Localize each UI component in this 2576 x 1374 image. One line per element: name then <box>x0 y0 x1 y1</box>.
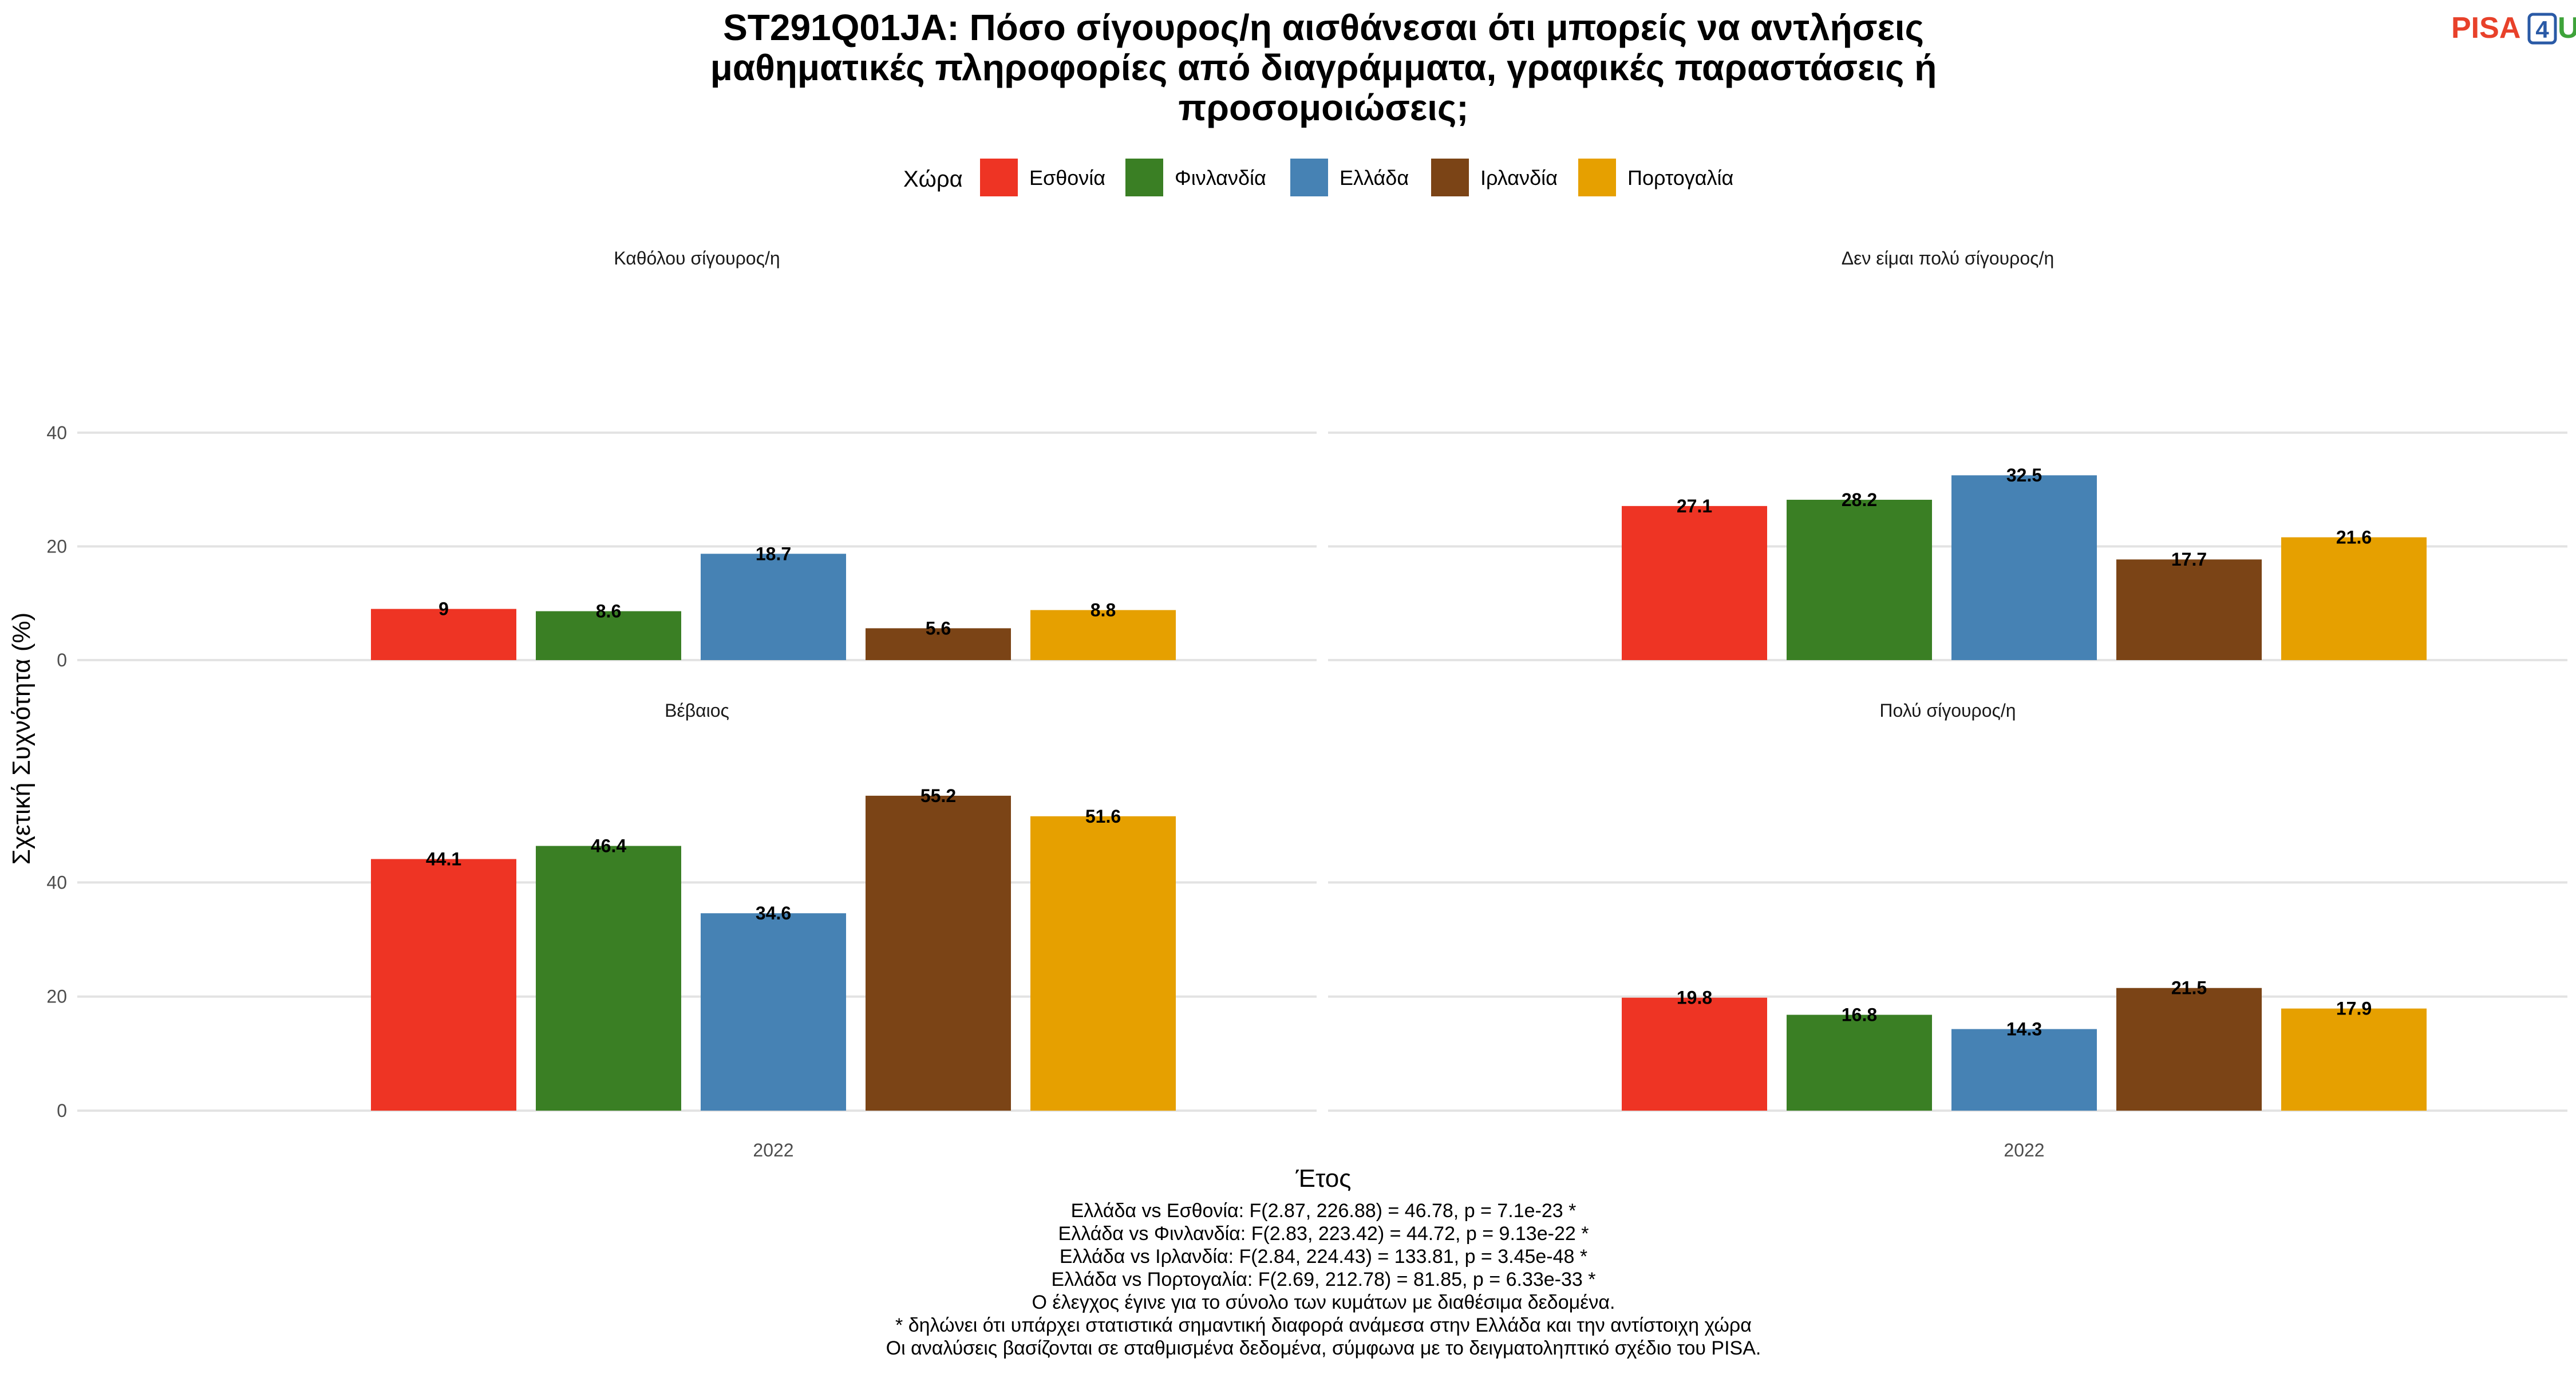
bar-3-1 <box>1787 1014 1932 1111</box>
bar-2-3 <box>866 795 1011 1111</box>
bar-label-0-4: 8.8 <box>1091 600 1116 621</box>
bar-1-0 <box>1622 506 1767 660</box>
bar-label-2-3: 55.2 <box>920 785 956 806</box>
bar-2-1 <box>536 846 681 1111</box>
bar-1-4 <box>2281 537 2427 660</box>
logo-digit: 4 <box>2535 16 2549 43</box>
legend-title: Χώρα <box>903 167 963 192</box>
bar-0-0 <box>371 609 516 660</box>
bar-3-3 <box>2116 988 2262 1111</box>
y-tick-label-0-1: 20 <box>46 536 67 556</box>
bar-label-1-0: 27.1 <box>1677 496 1712 516</box>
legend-label-3: Ιρλανδία <box>1480 166 1558 189</box>
y-tick-label-2-2: 40 <box>46 872 67 893</box>
logo-digit-box <box>2527 13 2557 45</box>
footnote-3: Ελλάδα vs Πορτογαλία: F(2.69, 212.78) = … <box>1052 1269 1596 1290</box>
bar-2-4 <box>1030 816 1176 1111</box>
bar-label-0-0: 9 <box>438 599 449 619</box>
facet-label-1: Δεν είμαι πολύ σίγουρος/η <box>1842 248 2055 269</box>
title-line-1: ST291Q01JA: Πόσο σίγουρος/η αισθάνεσαι ό… <box>723 7 1924 48</box>
y-tick-label-0-2: 40 <box>46 423 67 443</box>
y-tick-label-0-0: 0 <box>57 650 67 670</box>
x-tick-label-3: 2022 <box>2004 1140 2044 1160</box>
bar-label-1-2: 32.5 <box>2006 465 2042 485</box>
legend-swatch-2 <box>1290 159 1328 196</box>
facet-label-3: Πολύ σίγουρος/η <box>1879 700 2016 721</box>
footnote-4: Ο έλεγχος έγινε για το σύνολο των κυμάτω… <box>1032 1292 1615 1313</box>
bar-label-3-0: 19.8 <box>1677 988 1712 1008</box>
bar-label-3-4: 17.9 <box>2336 998 2372 1019</box>
bar-2-0 <box>371 859 516 1111</box>
bar-0-1 <box>536 611 681 660</box>
legend-label-4: Πορτογαλία <box>1627 166 1733 189</box>
legend-swatch-1 <box>1125 159 1163 196</box>
bar-0-2 <box>701 554 846 660</box>
bar-label-3-2: 14.3 <box>2006 1018 2042 1039</box>
footnote-0: Ελλάδα vs Εσθονία: F(2.87, 226.88) = 46.… <box>1071 1200 1577 1222</box>
bar-label-2-1: 46.4 <box>591 836 626 856</box>
bar-label-1-4: 21.6 <box>2336 527 2372 547</box>
title-line-2: μαθηματικές πληροφορίες από διαγράμματα,… <box>710 47 1937 88</box>
bar-label-0-2: 18.7 <box>756 543 791 564</box>
footnote-6: Οι αναλύσεις βασίζονται σε σταθμισμένα δ… <box>886 1337 1761 1359</box>
y-axis-title: Σχετική Συχνότητα (%) <box>7 613 35 865</box>
bar-0-4 <box>1030 610 1176 660</box>
bar-3-0 <box>1622 997 1767 1111</box>
bar-label-2-0: 44.1 <box>426 849 461 870</box>
bar-0-3 <box>866 628 1011 660</box>
facet-panel-1: Δεν είμαι πολύ σίγουρος/η 27.1 28.2 32.5 17.… <box>1328 248 2567 661</box>
bar-label-1-1: 28.2 <box>1842 489 1877 510</box>
facet-panel-0: Καθόλου σίγουρος/η 0 20 40 9 8.6 18.7 5.6 8.8 <box>46 248 1317 670</box>
legend-swatch-4 <box>1578 159 1616 196</box>
legend-swatch-0 <box>980 159 1018 196</box>
logo-pisa-text: PISA <box>2451 11 2520 45</box>
bar-label-3-3: 21.5 <box>2171 978 2207 998</box>
bar-1-3 <box>2116 559 2262 660</box>
facet-label-2: Βέβαιος <box>665 700 729 721</box>
facet-panel-3: Πολύ σίγουρος/η 19.8 16.8 14.3 21.5 17.9 2022 <box>1328 700 2567 1160</box>
y-tick-label-2-1: 20 <box>46 986 67 1007</box>
bar-label-2-4: 51.6 <box>1085 806 1121 827</box>
bar-3-4 <box>2281 1008 2427 1111</box>
bar-1-2 <box>1951 475 2097 660</box>
chart-title: ST291Q01JA: Πόσο σίγουρος/η αισθάνεσαι ό… <box>710 7 1937 128</box>
facet-label-0: Καθόλου σίγουρος/η <box>614 248 780 269</box>
footnote-1: Ελλάδα vs Φινλανδία: F(2.83, 223.42) = 4… <box>1058 1223 1589 1245</box>
bar-label-2-2: 34.6 <box>756 903 791 923</box>
bar-label-1-3: 17.7 <box>2171 549 2207 570</box>
title-line-3: προσομοιώσεις; <box>1178 87 1468 128</box>
pisa4u-logo: PISA 4 U <box>2451 11 2576 45</box>
footnote-5: * δηλώνει ότι υπάρχει στατιστικά σημαντι… <box>895 1314 1752 1336</box>
bar-label-0-3: 5.6 <box>926 618 951 638</box>
footnote-2: Ελλάδα vs Ιρλανδία: F(2.84, 224.43) = 13… <box>1060 1246 1587 1268</box>
legend: Χώρα Εσθονία Φινλανδία Ελλάδα Ιρλανδία Πορτο… <box>903 159 1733 196</box>
bar-label-3-1: 16.8 <box>1842 1005 1877 1025</box>
bar-2-2 <box>701 913 846 1111</box>
x-tick-label-2: 2022 <box>753 1140 793 1160</box>
bar-3-2 <box>1951 1029 2097 1111</box>
y-tick-label-2-0: 0 <box>57 1100 67 1121</box>
bar-label-0-1: 8.6 <box>596 601 621 622</box>
footnotes: Ελλάδα vs Εσθονία: F(2.87, 226.88) = 46.… <box>886 1200 1761 1359</box>
legend-swatch-3 <box>1431 159 1469 196</box>
legend-label-1: Φινλανδία <box>1175 166 1266 189</box>
chart-panels: Καθόλου σίγουρος/η 0 20 40 9 8.6 18.7 5.6 8.8 Δεν… <box>46 248 2567 1160</box>
logo-letter: U <box>2558 11 2576 45</box>
bar-1-1 <box>1787 499 1932 660</box>
legend-label-2: Ελλάδα <box>1340 166 1409 189</box>
legend-label-0: Εσθονία <box>1029 166 1105 189</box>
facet-panel-2: Βέβαιος 0 20 40 44.1 46.4 34.6 55.2 51.6 2022 <box>46 700 1317 1160</box>
x-axis-title: Έτος <box>1295 1164 1352 1193</box>
